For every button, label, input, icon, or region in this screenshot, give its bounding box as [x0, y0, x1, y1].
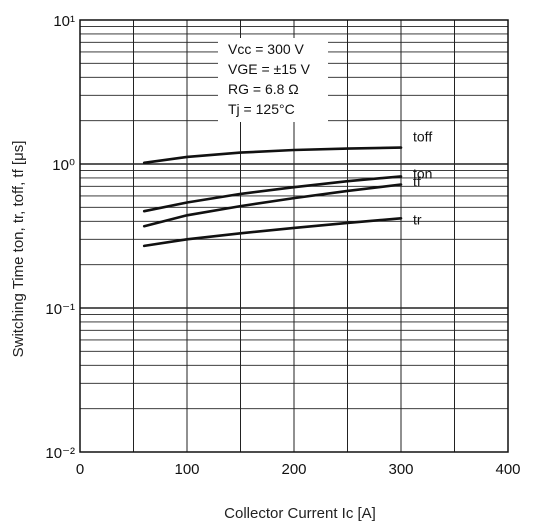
x-tick-label: 400 — [495, 461, 520, 478]
series-label-ton: ton — [413, 165, 432, 181]
x-tick-label: 0 — [76, 461, 84, 478]
y-tick-label: 10¹ — [53, 13, 75, 30]
y-tick-label: 10⁰ — [52, 157, 75, 174]
condition-tj: Tj = 125°C — [228, 101, 295, 117]
series-line-tf — [142, 183, 403, 228]
y-axis-label: Switching Time ton, tr, toff, tf [μs] — [10, 141, 27, 358]
x-tick-label: 200 — [281, 461, 306, 478]
series-label-toff: toff — [413, 129, 432, 145]
plot-frame — [79, 19, 509, 453]
x-tick-label: 300 — [388, 461, 413, 478]
y-tick-label: 10⁻¹ — [45, 301, 75, 318]
x-tick-label: 100 — [174, 461, 199, 478]
series-label-tr: tr — [413, 211, 422, 227]
grid — [80, 20, 508, 452]
condition-vge: VGE = ±15 V — [228, 61, 311, 77]
y-tick-labels: 10⁻² 10⁻¹ 10⁰ 10¹ — [45, 13, 75, 462]
series-line-ton — [142, 175, 403, 213]
x-tick-labels: 0 100 200 300 400 — [76, 461, 521, 478]
y-tick-label: 10⁻² — [45, 445, 75, 462]
series-line-tr — [142, 217, 403, 248]
x-axis-label: Collector Current Ic [A] — [224, 505, 376, 522]
condition-vcc: Vcc = 300 V — [228, 41, 305, 57]
series-line-toff — [142, 146, 403, 165]
conditions-box — [218, 38, 328, 122]
series-label-tf: tf — [413, 174, 421, 190]
condition-rg: RG = 6.8 Ω — [228, 81, 299, 97]
